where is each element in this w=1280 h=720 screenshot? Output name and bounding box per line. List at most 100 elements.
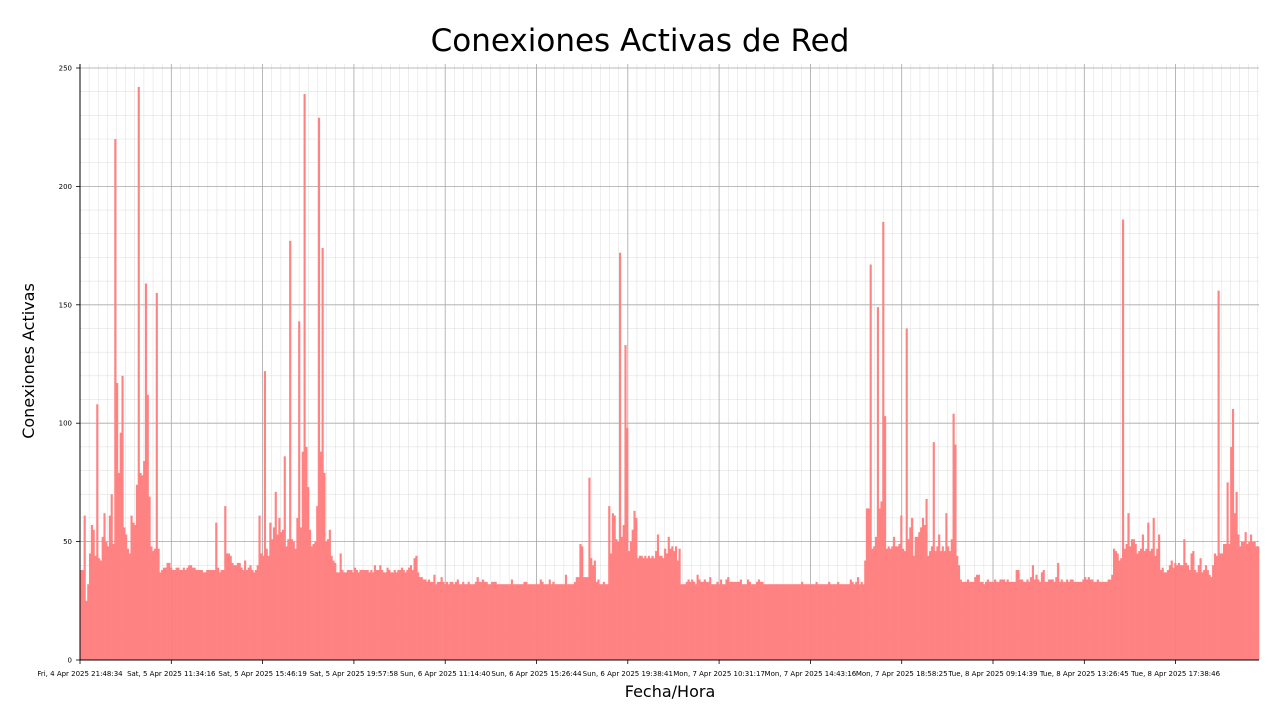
bar [606,584,609,660]
bar [916,536,919,660]
bar [1015,570,1018,660]
bar [247,567,250,660]
bar [285,546,288,660]
bar [847,584,851,660]
bar [83,515,86,660]
bar [90,525,93,660]
bar [977,574,980,660]
bar [866,508,869,660]
bar [676,560,679,660]
bar [1042,570,1045,660]
bar [772,584,775,660]
bar [1055,577,1058,660]
bar [224,506,227,660]
y-tick-label: 150 [59,301,72,309]
bar [909,527,912,660]
bar [1037,579,1040,660]
bar [278,517,281,660]
bar [135,484,139,660]
bar [263,371,267,660]
bar [444,584,447,660]
bar [373,565,376,660]
bar [1219,553,1222,660]
bar [388,570,391,660]
bar [516,584,519,660]
bar [788,584,791,660]
bar [718,584,721,660]
bar [965,581,968,660]
bar [777,584,780,660]
bar [705,581,708,660]
bar [988,581,991,660]
bar [206,570,209,660]
bar [491,581,494,660]
bar [1121,219,1125,661]
bar [638,555,641,660]
bar [445,581,449,660]
bar [415,555,418,660]
bar [719,579,723,660]
bar [730,581,733,660]
bar [110,494,113,660]
bar [485,581,488,660]
bar [1224,543,1227,660]
bar [1244,532,1247,660]
bar [269,522,272,660]
bar [532,584,535,660]
bar [442,581,445,660]
bar [494,581,497,660]
bar [408,567,411,660]
bar [310,546,313,660]
bar [85,600,88,660]
bar [732,581,735,660]
bar [633,510,636,660]
bar [287,539,290,660]
bar [462,581,465,660]
bar [577,577,580,660]
bar [220,570,223,660]
bar [474,581,477,660]
bar [822,584,825,660]
bar [566,584,569,660]
bar [510,579,514,660]
bar [539,579,542,660]
bar [599,584,602,660]
bar [869,264,872,660]
bar [653,558,656,660]
bar [793,584,797,660]
bar [959,579,962,660]
bar [271,539,274,660]
bar [211,570,214,660]
bar [173,570,176,660]
bar [943,551,946,660]
bar [714,584,717,660]
bar [779,584,782,660]
bar [482,579,485,660]
bar [925,498,928,660]
bar [999,579,1002,660]
bar [1138,551,1141,660]
bar [701,581,705,660]
bar [121,375,124,660]
bar [765,584,768,660]
bar [747,579,750,660]
bar [826,584,829,660]
bar [198,570,202,660]
bar [155,292,158,660]
bar [844,584,847,660]
bar [1145,548,1148,660]
bar [837,581,840,660]
bar [956,555,959,660]
bar [768,584,771,660]
bar [1212,565,1215,660]
bar [280,532,283,660]
bar [346,570,349,660]
bar [784,584,788,660]
bar [628,551,631,660]
bar [536,584,539,660]
bar [1102,581,1105,660]
x-tick-label: Sat, 5 Apr 2025 15:46:19 [218,670,306,678]
bar [1127,513,1130,660]
bar [312,543,315,660]
bar [921,517,925,660]
